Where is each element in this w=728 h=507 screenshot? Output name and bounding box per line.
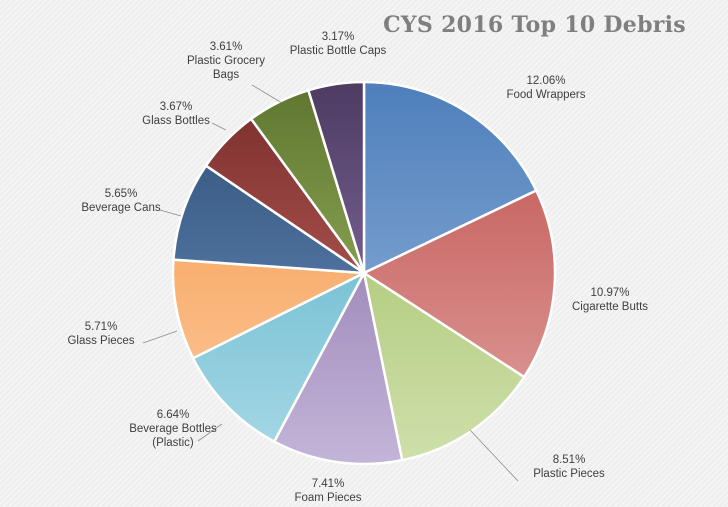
chart-title: CYS 2016 Top 10 Debris xyxy=(383,12,686,38)
slices-layer xyxy=(171,80,557,466)
slice-food-wrappers xyxy=(362,80,538,275)
leader-line xyxy=(469,429,519,482)
data-label: 7.41% Foam Pieces xyxy=(294,478,361,504)
data-label: 5.65% Beverage Cans xyxy=(81,188,161,214)
data-label: 10.97% Cigarette Butts xyxy=(572,287,648,313)
leader-line xyxy=(211,122,227,131)
slice-plastic-bottle-caps xyxy=(306,80,366,274)
data-label: 6.64% Beverage Bottles (Plastic) xyxy=(129,409,217,449)
data-label: 3.17% Plastic Bottle Caps xyxy=(290,31,387,57)
slice-glass-pieces xyxy=(171,258,369,360)
data-label: 12.06% Food Wrappers xyxy=(506,75,585,101)
leader-line xyxy=(159,209,182,217)
slice-beverage-cans xyxy=(172,163,369,275)
data-label: 8.51% Plastic Pieces xyxy=(533,454,605,480)
data-label: 3.67% Glass Bottles xyxy=(142,101,210,127)
leader-line xyxy=(142,330,178,344)
slice-cigarette-butts xyxy=(361,188,557,379)
slice-foam-pieces xyxy=(272,269,404,466)
leader-line xyxy=(197,423,223,442)
labels-layer: 12.06% Food Wrappers 10.97% Cigarette Butts… xyxy=(67,31,648,504)
slice-plastic-pieces xyxy=(362,270,526,462)
leader-line xyxy=(251,84,283,104)
data-label: 5.71% Glass Pieces xyxy=(67,321,134,347)
data-label: 3.61% Plastic Grocery Bags xyxy=(187,41,265,81)
slice-beverage-bottles-plastic xyxy=(191,270,367,444)
